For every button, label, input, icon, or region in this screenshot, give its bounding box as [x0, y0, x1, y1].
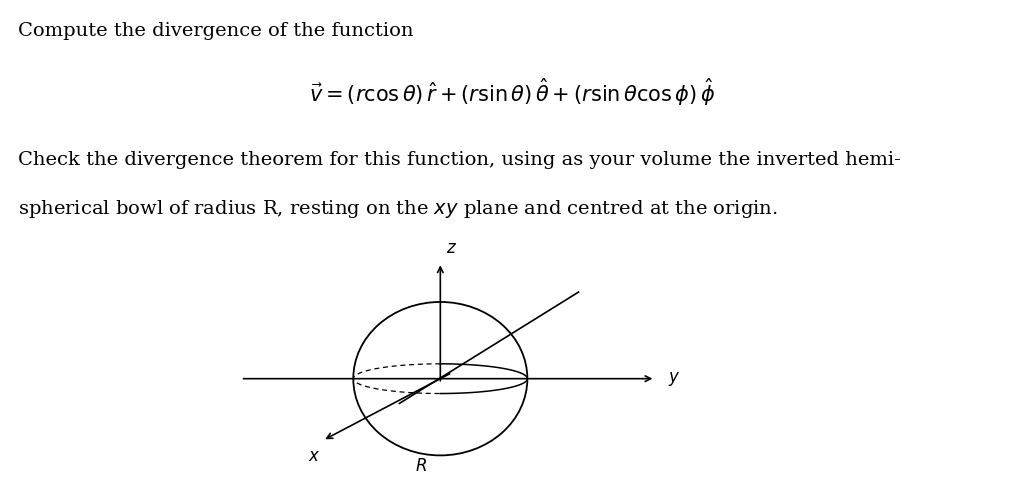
Text: Check the divergence theorem for this function, using as your volume the inverte: Check the divergence theorem for this fu…: [18, 151, 901, 169]
Text: $\vec{v} = (r\cos\theta)\,\hat{r} + (r\sin\theta)\,\hat{\theta} + (r\sin\theta\c: $\vec{v} = (r\cos\theta)\,\hat{r} + (r\s…: [309, 77, 715, 108]
Text: $x$: $x$: [308, 448, 321, 465]
Text: $R$: $R$: [415, 458, 427, 475]
Text: Compute the divergence of the function: Compute the divergence of the function: [18, 22, 414, 40]
Text: $y$: $y$: [668, 370, 680, 388]
Text: spherical bowl of radius R, resting on the $xy$ plane and centred at the origin.: spherical bowl of radius R, resting on t…: [18, 198, 778, 220]
Text: $z$: $z$: [446, 241, 458, 257]
